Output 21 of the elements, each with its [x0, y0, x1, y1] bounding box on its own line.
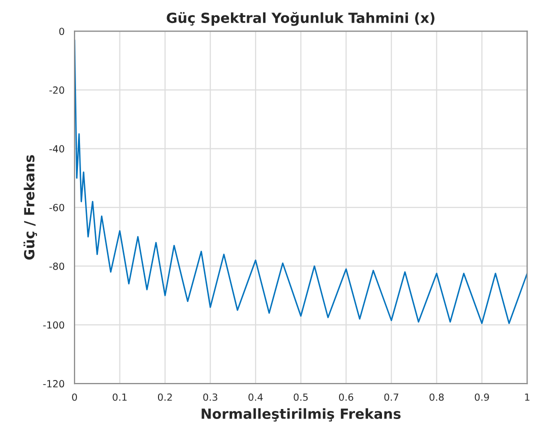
x-tick-label: 0.1 — [112, 393, 127, 401]
y-tick-label: -80 — [49, 262, 64, 270]
y-tick-label: 0 — [59, 28, 64, 36]
x-tick-label: 0.9 — [474, 393, 489, 401]
x-tick-label: 1 — [525, 394, 530, 401]
x-tick-label: 0.3 — [203, 393, 218, 401]
x-tick-label: 0.5 — [294, 393, 308, 401]
x-tick-label: 0.7 — [384, 393, 398, 401]
y-tick-label: -120 — [43, 380, 64, 388]
x-tick-label: 0.2 — [158, 393, 172, 401]
y-tick-label: -60 — [49, 204, 64, 212]
x-tick-label: 0.6 — [339, 393, 354, 401]
x-tick-label: 0 — [72, 393, 77, 401]
y-tick-label: -20 — [49, 86, 64, 94]
y-axis-title: Güç / Frekans — [24, 155, 38, 260]
y-tick-label: -100 — [43, 321, 64, 329]
chart-title: Güç Spektral Yoğunluk Tahmini (x) — [166, 12, 434, 26]
x-tick-label: 0.8 — [430, 393, 444, 401]
x-axis-title: Normalleştirilmiş Frekans — [202, 408, 401, 422]
y-tick-label: -40 — [49, 145, 64, 152]
x-tick-label: 0.4 — [248, 393, 263, 401]
